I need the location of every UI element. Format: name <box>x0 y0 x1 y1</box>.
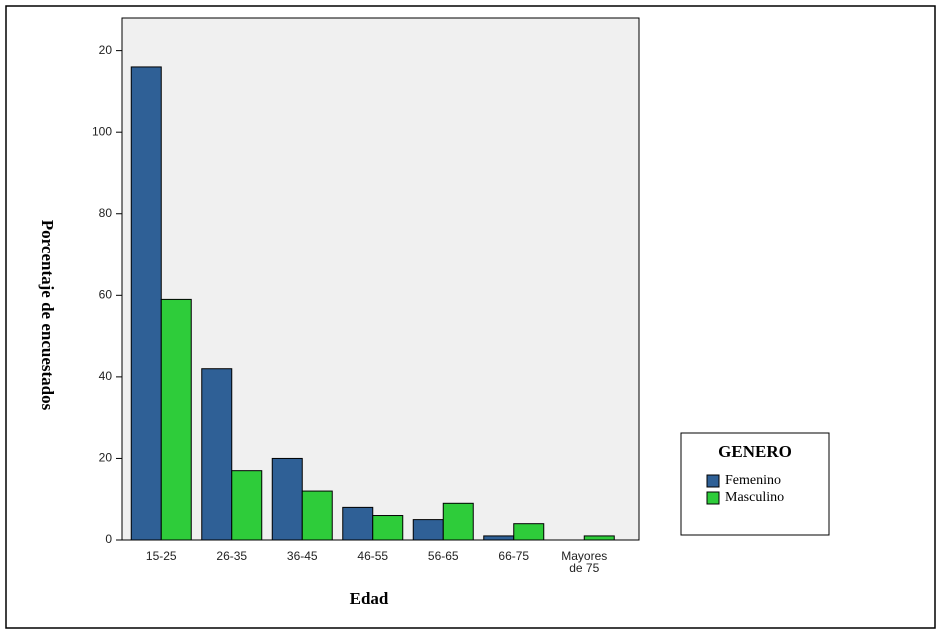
bar <box>483 535 515 541</box>
bar <box>583 535 615 541</box>
bar <box>160 298 192 541</box>
bar <box>301 490 333 541</box>
y-tick-label: 20 <box>99 43 113 57</box>
legend <box>680 432 830 536</box>
legend-swatch <box>706 491 720 505</box>
bar <box>442 502 474 541</box>
y-tick-label: 20 <box>99 451 113 465</box>
bar <box>130 66 162 541</box>
x-tick-label: 26-35 <box>216 549 248 563</box>
y-tick-label: 100 <box>92 124 112 138</box>
x-tick-label: 36-45 <box>286 549 318 563</box>
y-axis-label: Porcentaje de encuestados <box>38 220 57 411</box>
x-tick-label: 46-55 <box>357 549 389 563</box>
x-tick-label: 56-65 <box>427 549 459 563</box>
bar <box>412 519 444 541</box>
x-axis-label: Edad <box>350 589 389 608</box>
bar <box>201 368 233 541</box>
plot-area <box>121 17 640 541</box>
x-tick-label: 66-75 <box>498 549 530 563</box>
legend-swatch <box>706 474 720 488</box>
frame <box>5 5 936 629</box>
bar <box>342 506 374 541</box>
bar <box>271 457 303 541</box>
bar <box>513 523 545 541</box>
bar <box>231 470 263 541</box>
bar <box>372 515 404 541</box>
legend-title: GENERO <box>718 442 792 461</box>
legend-label: Femenino <box>725 473 781 488</box>
legend-label: Masculino <box>725 490 784 505</box>
y-tick-label: 60 <box>99 287 113 301</box>
x-tick-label: 15-25 <box>145 549 177 563</box>
y-tick-label: 80 <box>99 206 113 220</box>
y-tick-label: 0 <box>105 532 112 546</box>
x-tick-label: Mayores de 75 <box>561 549 608 575</box>
y-tick-label: 40 <box>99 369 113 383</box>
